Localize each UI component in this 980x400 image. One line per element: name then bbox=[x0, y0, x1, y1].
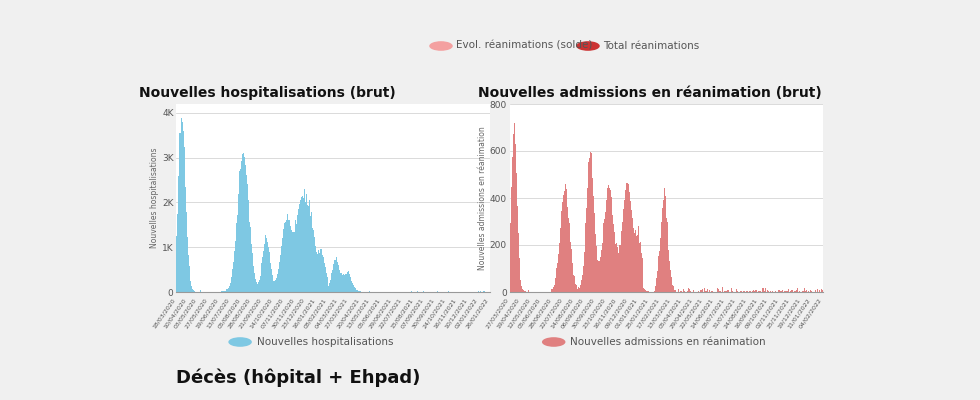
Text: Nouvelles hospitalisations: Nouvelles hospitalisations bbox=[257, 337, 393, 347]
Text: Nouvelles admissions en réanimation (brut): Nouvelles admissions en réanimation (bru… bbox=[478, 86, 822, 100]
Text: Evol. réanimations (solde): Evol. réanimations (solde) bbox=[456, 41, 592, 51]
Text: Nouvelles admissions en réanimation: Nouvelles admissions en réanimation bbox=[570, 337, 766, 347]
Text: Nouvelles hospitalisations (brut): Nouvelles hospitalisations (brut) bbox=[139, 86, 396, 100]
Text: Total réanimations: Total réanimations bbox=[603, 41, 699, 51]
Y-axis label: Nouvelles admissions en réanimation: Nouvelles admissions en réanimation bbox=[478, 126, 487, 270]
Text: Décès (hôpital + Ehpad): Décès (hôpital + Ehpad) bbox=[176, 369, 420, 387]
Y-axis label: Nouvelles hospitalisations: Nouvelles hospitalisations bbox=[150, 148, 159, 248]
